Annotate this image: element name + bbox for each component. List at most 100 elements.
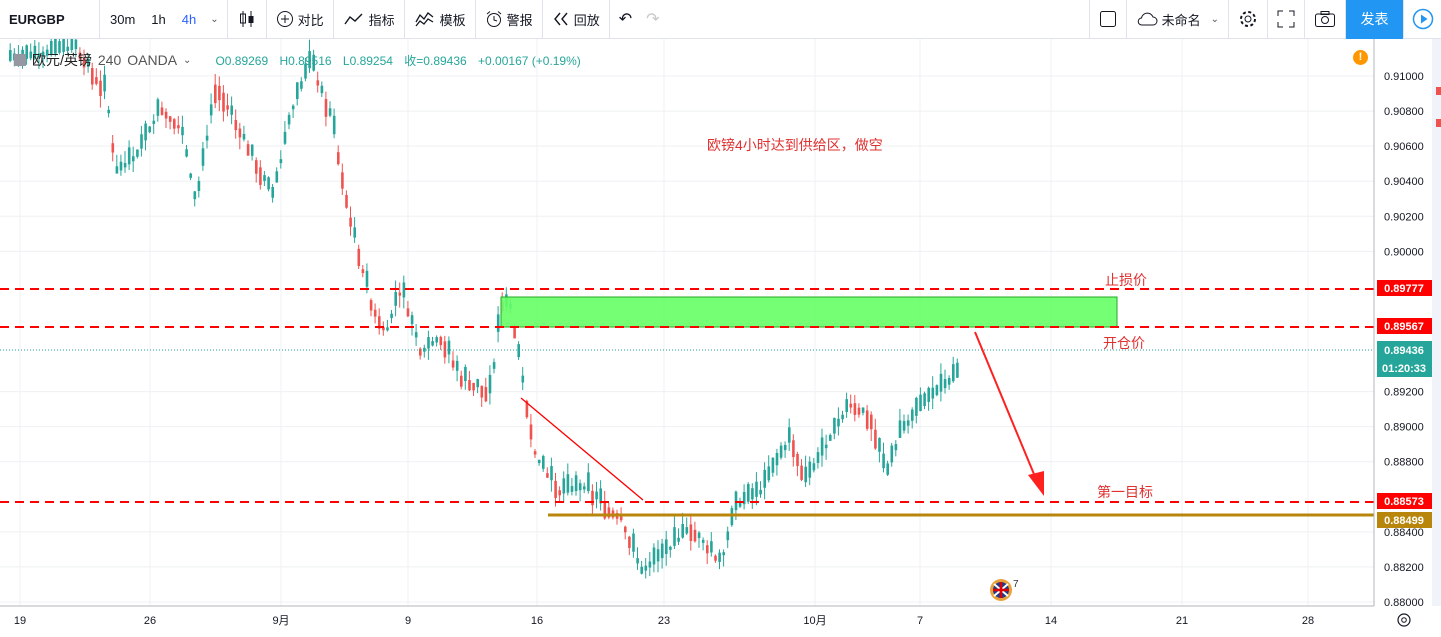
candle-body bbox=[324, 99, 328, 117]
candle-body bbox=[595, 491, 598, 500]
candle-body bbox=[410, 315, 414, 325]
interval-30m[interactable]: 30m bbox=[110, 11, 136, 27]
collapse-legend-icon[interactable] bbox=[14, 54, 26, 66]
candle-body bbox=[296, 82, 299, 99]
candle-body bbox=[226, 105, 229, 110]
candle-body bbox=[234, 119, 238, 131]
candle-body bbox=[537, 459, 541, 464]
chart-type-button[interactable] bbox=[228, 0, 267, 39]
snapshot-button[interactable] bbox=[1305, 0, 1346, 39]
legend-close: 收=0.89436 bbox=[404, 53, 467, 68]
candle-body bbox=[148, 126, 151, 133]
candle-body bbox=[365, 270, 369, 287]
economic-events-badge[interactable]: 7 bbox=[990, 579, 1019, 601]
alerts-button[interactable]: 警报 bbox=[476, 0, 543, 39]
candle-body bbox=[751, 488, 754, 500]
candle-body bbox=[255, 160, 258, 174]
indicators-button[interactable]: 指标 bbox=[334, 0, 405, 39]
candle-body bbox=[734, 491, 738, 511]
candle-body bbox=[455, 360, 459, 371]
candle-body bbox=[476, 379, 479, 388]
candle-body bbox=[291, 105, 295, 110]
candle-body bbox=[316, 80, 320, 86]
chevron-down-icon: ⌄ bbox=[1210, 13, 1219, 25]
candle-body bbox=[747, 484, 750, 502]
candle-body bbox=[205, 135, 209, 141]
projection-arrow[interactable] bbox=[974, 331, 1037, 480]
replay-button[interactable]: 回放 bbox=[543, 0, 610, 39]
candle-body bbox=[824, 444, 828, 449]
candle-body bbox=[550, 465, 553, 481]
candles bbox=[9, 39, 959, 579]
time-tick-label: 9月 bbox=[272, 615, 289, 627]
replay-label: 回放 bbox=[573, 12, 600, 28]
chart-settings-button[interactable] bbox=[1397, 613, 1411, 627]
play-button[interactable] bbox=[1403, 0, 1441, 39]
svg-text:0.89777: 0.89777 bbox=[1384, 283, 1424, 295]
candle-body bbox=[373, 309, 377, 317]
candle-body bbox=[742, 491, 746, 505]
time-axis-ticks: 19 26 9月 9 16 23 10月 7 14 21 28 bbox=[14, 615, 1314, 627]
interval-4h[interactable]: 4h bbox=[181, 11, 197, 27]
candle-body bbox=[718, 552, 721, 563]
interval-1h[interactable]: 1h bbox=[151, 11, 166, 27]
publish-button[interactable]: 发表 bbox=[1346, 0, 1403, 39]
candle-body bbox=[140, 134, 143, 149]
candle-body bbox=[238, 128, 242, 138]
time-axis[interactable] bbox=[0, 606, 1374, 637]
supply-zone[interactable] bbox=[500, 296, 1118, 328]
settings-button[interactable] bbox=[1229, 0, 1268, 39]
candle-body bbox=[9, 50, 12, 61]
candle-body bbox=[714, 555, 717, 561]
redo-icon[interactable]: ↷ bbox=[646, 11, 660, 28]
candle-body bbox=[58, 41, 61, 53]
candle-body bbox=[127, 147, 131, 165]
layout-name-label: 未命名 bbox=[1161, 12, 1201, 28]
undo-icon[interactable]: ↶ bbox=[618, 11, 633, 28]
candle-body bbox=[804, 466, 807, 483]
templates-button[interactable]: 模板 bbox=[405, 0, 476, 39]
candle-body bbox=[439, 336, 443, 346]
candle-body bbox=[898, 420, 902, 438]
candle-body bbox=[800, 465, 803, 480]
time-tick-label: 14 bbox=[1045, 615, 1057, 627]
fullscreen-button[interactable] bbox=[1268, 0, 1305, 39]
candle-body bbox=[123, 162, 127, 168]
candle-body bbox=[927, 387, 930, 402]
undo-redo-group: ↶ ↷ bbox=[610, 0, 669, 39]
play-icon bbox=[1412, 8, 1433, 30]
candle-body bbox=[902, 420, 906, 431]
compare-button[interactable]: 对比 bbox=[267, 0, 334, 39]
candle-body bbox=[517, 344, 520, 358]
candle-body bbox=[779, 445, 783, 458]
symbol-search[interactable]: EURGBP bbox=[0, 0, 100, 39]
candle-body bbox=[628, 536, 631, 548]
price-tick-label: 0.91000 bbox=[1384, 71, 1424, 83]
candle-body bbox=[525, 400, 529, 418]
gear-icon bbox=[1397, 613, 1411, 627]
warning-icon[interactable]: ! bbox=[1353, 50, 1368, 65]
layout-square-button[interactable] bbox=[1088, 0, 1127, 39]
templates-icon bbox=[415, 12, 434, 27]
candle-body bbox=[279, 159, 283, 164]
candle-body bbox=[480, 385, 484, 398]
candle-body bbox=[209, 104, 213, 116]
candle-body bbox=[882, 453, 885, 469]
candle-body bbox=[427, 337, 430, 349]
analysis-title: 欧镑4小时达到供给区，做空 bbox=[707, 137, 883, 153]
candle-body bbox=[845, 399, 848, 413]
legend-pair[interactable]: 欧元/英镑 bbox=[32, 52, 92, 68]
layout-name-button[interactable]: 未命名 ⌄ bbox=[1127, 0, 1229, 39]
candle-body bbox=[357, 248, 361, 267]
candle-body bbox=[861, 407, 865, 413]
candle-body bbox=[591, 490, 594, 506]
entry-label: 开仓价 bbox=[1103, 335, 1145, 351]
chevron-down-icon[interactable]: ⌄ bbox=[210, 13, 219, 25]
candle-body bbox=[894, 444, 898, 451]
price-chart[interactable]: 欧镑4小时达到供给区，做空 止损价 开仓价 第一目标 7 0.91000 0.90… bbox=[0, 39, 1441, 637]
legend-low: L0.89254 bbox=[342, 53, 393, 68]
trendline[interactable] bbox=[520, 397, 644, 501]
chevron-down-icon[interactable]: ⌄ bbox=[183, 54, 192, 66]
candle-body bbox=[95, 77, 98, 84]
candle-body bbox=[574, 475, 578, 492]
